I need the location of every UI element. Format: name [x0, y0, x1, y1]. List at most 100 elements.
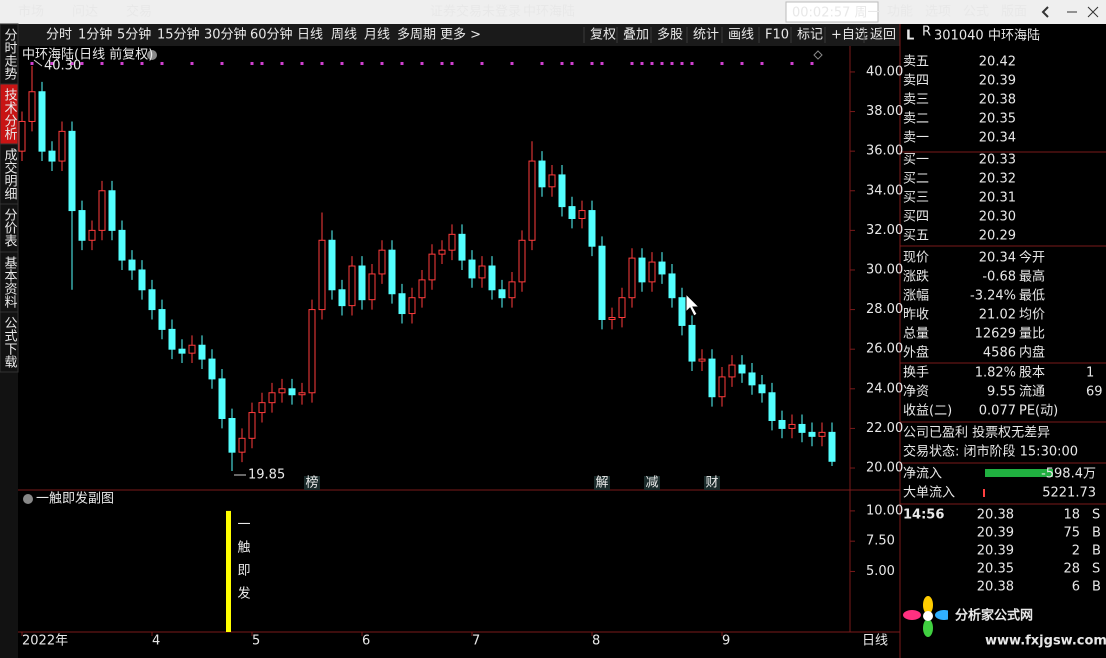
event-marker[interactable]: 解: [595, 476, 608, 491]
side-tab-label[interactable]: 公式下载: [2, 316, 18, 369]
tool-button[interactable]: 叠加: [623, 28, 649, 43]
event-marker-box[interactable]: [644, 476, 660, 490]
tool-button[interactable]: F10: [765, 28, 789, 43]
signal-dot: [540, 62, 544, 65]
signal-label: 一触即发: [235, 517, 251, 609]
period-button[interactable]: 15分钟: [157, 27, 200, 43]
signal-dot: [140, 62, 144, 65]
period-button[interactable]: 月线: [364, 28, 390, 43]
event-marker-box[interactable]: [594, 476, 610, 490]
signal-dot: [810, 62, 814, 65]
side-tab-label[interactable]: 分时走势: [2, 28, 18, 81]
x-tick-label: 5: [252, 634, 260, 649]
period-button[interactable]: 60分钟: [250, 27, 293, 43]
candle-body: [478, 265, 486, 279]
watermark-name: 分析家公式网: [955, 608, 1033, 624]
back-icon[interactable]: [1041, 6, 1049, 18]
candle-body: [28, 91, 36, 122]
menu-item[interactable]: 交易: [126, 4, 152, 20]
signal-dot: [600, 62, 604, 65]
annotation-arrow: [33, 59, 43, 67]
top-menu-item[interactable]: 公式: [963, 5, 989, 20]
stat-label: 净资: [903, 385, 929, 400]
y-tick-label: 26.00: [866, 342, 903, 357]
top-bar: [0, 0, 1106, 24]
tool-button[interactable]: 统计: [693, 28, 719, 43]
signal-dot: [570, 62, 574, 65]
stat-value: 1: [1086, 366, 1094, 381]
signal-dot: [440, 62, 444, 65]
ask-label: 卖二: [903, 112, 929, 127]
tool-button[interactable]: 返回: [870, 28, 896, 43]
event-marker[interactable]: 榜: [305, 475, 318, 491]
candle-body: [528, 160, 536, 241]
period-button[interactable]: 30分钟: [204, 27, 247, 43]
stat-value: 0.077: [979, 404, 1016, 419]
period-button[interactable]: 5分钟: [117, 27, 151, 43]
signal-dot: [450, 62, 454, 65]
candle-body: [208, 358, 216, 380]
ask-label: 卖四: [903, 74, 929, 89]
chart-title: 中环海陆(日线 前复权): [22, 47, 153, 63]
clock-box: [785, 1, 879, 23]
side-tab-label[interactable]: 分价表: [2, 208, 18, 247]
top-menu-item[interactable]: 版面: [1001, 5, 1027, 20]
y-tick-label: 20.00: [866, 461, 903, 476]
dropdown-icon[interactable]: [147, 50, 157, 60]
candle-body: [148, 289, 156, 311]
tick-price: 20.38: [977, 580, 1014, 595]
side-tab-label[interactable]: 技术分析: [2, 88, 18, 140]
sub-chart-title: 一触即发副图: [36, 491, 114, 507]
signal-dot: [340, 62, 344, 65]
signal-dot: [70, 62, 74, 65]
close-icon[interactable]: [1087, 6, 1099, 18]
signal-dot: [380, 62, 384, 65]
period-button[interactable]: 日线: [297, 28, 323, 43]
candle-body: [448, 233, 456, 251]
top-menu-item[interactable]: 功能: [887, 5, 913, 20]
signal-dot: [510, 62, 514, 65]
candle-body: [328, 239, 336, 291]
candle-body: [118, 229, 126, 261]
x-tick-label: 7: [472, 634, 480, 649]
tool-button[interactable]: 复权: [590, 27, 616, 43]
side-tab[interactable]: [0, 311, 19, 373]
side-tab-label[interactable]: 基本资料: [2, 256, 18, 308]
candle-body: [698, 358, 706, 362]
signal-dot: [630, 62, 634, 65]
event-marker[interactable]: 减: [645, 476, 658, 491]
candle-body: [288, 388, 296, 396]
candle-body: [308, 309, 316, 394]
signal-dot: [690, 62, 694, 65]
period-button[interactable]: 周线: [331, 28, 357, 43]
period-button[interactable]: 更多 >: [440, 27, 481, 43]
candle-body: [548, 174, 556, 188]
event-marker-box[interactable]: [304, 476, 320, 490]
stat-value: 21.02: [979, 308, 1016, 323]
tool-button[interactable]: 多股: [657, 27, 683, 43]
event-marker[interactable]: 财: [705, 476, 718, 491]
menu-item[interactable]: 市场: [18, 4, 44, 20]
period-button[interactable]: 1分钟: [78, 27, 112, 43]
period-button[interactable]: 分时: [46, 28, 72, 43]
menu-item[interactable]: 问达: [72, 5, 98, 20]
tick-side: B: [1092, 526, 1101, 541]
side-tab-label[interactable]: 成交明细: [2, 148, 18, 200]
diamond-icon[interactable]: [813, 50, 823, 60]
tool-button[interactable]: 标记: [797, 28, 823, 43]
candle-body: [468, 259, 476, 279]
y-tick-label: 5.00: [866, 564, 895, 579]
tool-button[interactable]: +自选: [831, 28, 868, 43]
tick-volume: 75: [1063, 526, 1080, 541]
dropdown-icon[interactable]: [23, 494, 33, 504]
tool-button[interactable]: 画线: [728, 28, 754, 43]
candle-body: [458, 233, 466, 261]
event-marker-box[interactable]: [704, 476, 720, 490]
top-menu-item[interactable]: 选项: [925, 5, 951, 20]
signal-dot: [640, 62, 644, 65]
period-button[interactable]: 多周期: [397, 27, 436, 43]
candle-body: [428, 253, 436, 281]
tick-price: 20.35: [977, 562, 1014, 577]
candle-body: [788, 423, 796, 429]
ask-price: 20.34: [979, 131, 1016, 146]
